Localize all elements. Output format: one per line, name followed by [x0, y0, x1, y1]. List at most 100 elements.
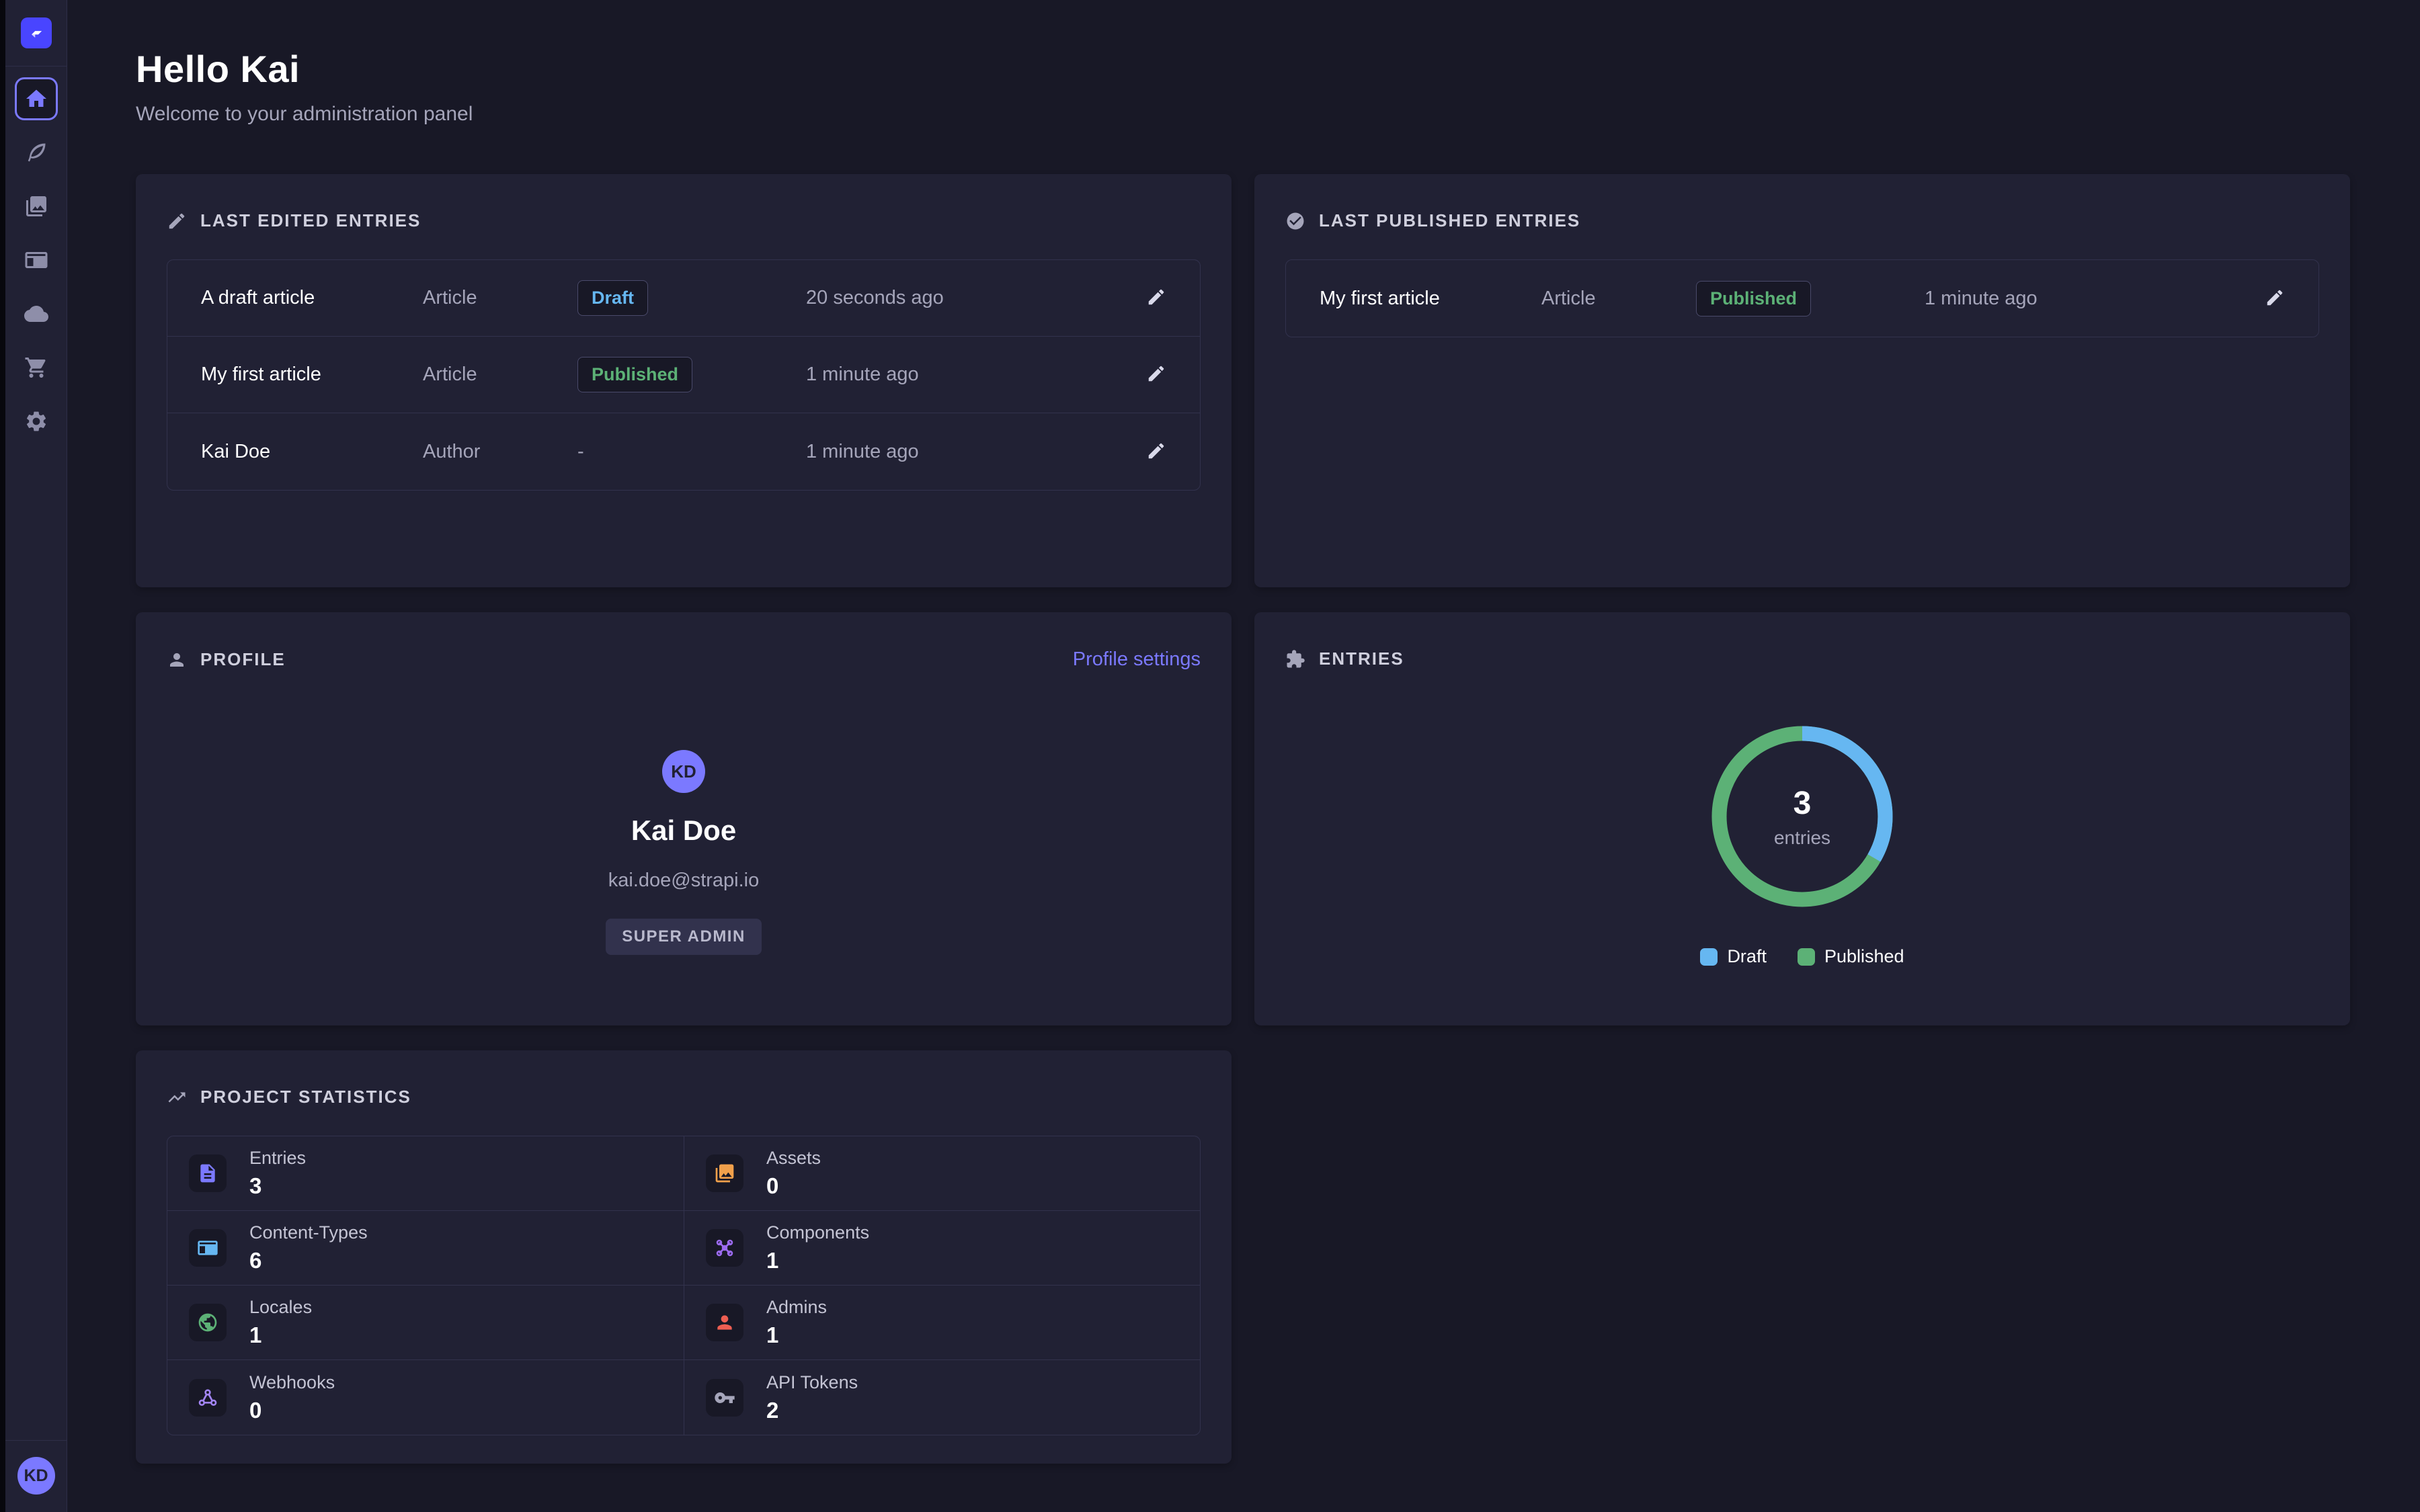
profile-name: Kai Doe	[631, 814, 737, 846]
check-circle-icon	[1285, 211, 1305, 231]
stat-value: 0	[249, 1397, 262, 1423]
page-header: Hello Kai Welcome to your administration…	[136, 47, 2350, 126]
sidebar-item-content-manager[interactable]	[15, 131, 58, 174]
donut-chart: 3 entries	[1703, 718, 1901, 915]
card-last-published-entries: LAST PUBLISHED ENTRIES My first article …	[1254, 174, 2350, 587]
stat-value: 2	[766, 1397, 779, 1423]
profile-settings-link[interactable]: Profile settings	[1072, 648, 1201, 670]
stat-api-tokens: API Tokens 2	[684, 1360, 1200, 1435]
entries-table: A draft article Article Draft 20 seconds…	[167, 259, 1201, 491]
sidebar-item-settings[interactable]	[15, 400, 58, 443]
stat-value: 1	[766, 1322, 779, 1347]
card-header: PROFILE Profile settings	[167, 648, 1201, 671]
gear-icon	[24, 409, 48, 433]
page-title: Hello Kai	[136, 48, 300, 90]
edit-entry-button[interactable]	[1146, 441, 1166, 463]
person-icon	[714, 1312, 735, 1333]
sidebar-item-marketplace[interactable]	[15, 346, 58, 389]
profile-email: kai.doe@strapi.io	[608, 870, 760, 891]
card-header: ENTRIES	[1285, 648, 2319, 669]
sidebar-item-home[interactable]	[14, 77, 58, 120]
card-title: LAST PUBLISHED ENTRIES	[1319, 210, 1581, 230]
stat-label: Entries	[249, 1148, 307, 1168]
legend-label: Draft	[1727, 946, 1767, 966]
stat-admins: Admins 1	[684, 1286, 1200, 1360]
status-empty: -	[577, 440, 584, 462]
entry-name: My first article	[201, 364, 321, 385]
strapi-logo-icon	[27, 24, 46, 42]
entry-time: 1 minute ago	[806, 440, 919, 462]
role-badge: SUPER ADMIN	[606, 919, 762, 955]
entry-time: 1 minute ago	[1925, 287, 2038, 309]
stat-value: 1	[766, 1248, 779, 1273]
stat-label: Components	[766, 1222, 870, 1243]
entry-time: 20 seconds ago	[806, 287, 944, 308]
entry-type: Article	[423, 364, 477, 385]
main-content: Hello Kai Welcome to your administration…	[67, 0, 2420, 1512]
home-icon	[24, 87, 48, 111]
status-badge: Published	[1696, 280, 1812, 317]
stat-webhooks: Webhooks 0	[167, 1360, 684, 1435]
card-entries-chart: ENTRIES 3 entries	[1254, 612, 2350, 1025]
pencil-icon	[1146, 441, 1166, 461]
published-swatch	[1797, 948, 1815, 966]
pencil-icon	[2265, 288, 2285, 308]
layout-icon	[197, 1237, 218, 1259]
edit-entry-button[interactable]	[2265, 288, 2285, 310]
table-row[interactable]: My first article Article Published 1 min…	[1286, 260, 2318, 337]
stat-content-types: Content-Types 6	[167, 1211, 684, 1286]
card-title: ENTRIES	[1319, 648, 1404, 669]
stat-locales: Locales 1	[167, 1286, 684, 1360]
media-images-icon	[24, 194, 48, 218]
sidebar-user-section: KD	[5, 1440, 67, 1512]
edit-entry-button[interactable]	[1146, 364, 1166, 386]
table-row[interactable]: My first article Article Published 1 min…	[167, 337, 1200, 413]
table-row[interactable]: Kai Doe Author - 1 minute ago	[167, 413, 1200, 490]
stat-label: Admins	[766, 1297, 828, 1317]
puzzle-icon	[1285, 649, 1305, 669]
entry-time: 1 minute ago	[806, 364, 919, 385]
edit-entry-button[interactable]	[1146, 287, 1166, 309]
stat-value: 1	[249, 1322, 262, 1347]
stat-value: 0	[766, 1173, 779, 1198]
sidebar-item-deploy[interactable]	[15, 292, 58, 335]
stats-grid: Entries 3 Assets 0 Con	[167, 1136, 1201, 1435]
strapi-logo	[20, 17, 52, 48]
pencil-icon	[167, 211, 187, 231]
page-subtitle: Welcome to your administration panel	[136, 103, 473, 125]
globe-icon	[197, 1312, 218, 1333]
stat-label: Assets	[766, 1148, 821, 1168]
stat-label: Locales	[249, 1297, 313, 1317]
card-title: LAST EDITED ENTRIES	[200, 210, 421, 230]
pencil-icon	[1146, 364, 1166, 384]
stat-label: API Tokens	[766, 1372, 858, 1392]
feather-icon	[24, 140, 48, 165]
file-icon	[197, 1163, 218, 1184]
stat-components: Components 1	[684, 1211, 1200, 1286]
donut-svg	[1711, 726, 1893, 907]
sidebar-nav	[14, 77, 58, 443]
sidebar-item-content-type-builder[interactable]	[15, 239, 58, 282]
chart-legend: Draft Published	[1700, 946, 1904, 967]
donut-center-label: 3 entries	[1703, 718, 1901, 915]
entries-chart: 3 entries Draft Published	[1285, 669, 2319, 967]
webhook-icon	[197, 1387, 218, 1409]
draft-swatch	[1700, 948, 1718, 966]
entries-table: My first article Article Published 1 min…	[1285, 259, 2319, 337]
card-profile: PROFILE Profile settings KD Kai Doe kai.…	[136, 612, 1232, 1025]
card-header: LAST EDITED ENTRIES	[167, 210, 1201, 231]
user-avatar[interactable]: KD	[17, 1457, 55, 1495]
molecule-icon	[714, 1237, 735, 1259]
window-edge	[0, 0, 5, 1512]
entry-type: Author	[423, 440, 481, 462]
cloud-icon	[24, 302, 48, 326]
table-row[interactable]: A draft article Article Draft 20 seconds…	[167, 260, 1200, 337]
sidebar-divider	[5, 66, 67, 67]
trending-up-icon	[167, 1087, 187, 1107]
entry-type: Article	[423, 287, 477, 308]
stat-entries: Entries 3	[167, 1136, 684, 1211]
sidebar-item-media-library[interactable]	[15, 185, 58, 228]
status-badge: Draft	[577, 280, 649, 316]
entry-name: A draft article	[201, 287, 315, 308]
